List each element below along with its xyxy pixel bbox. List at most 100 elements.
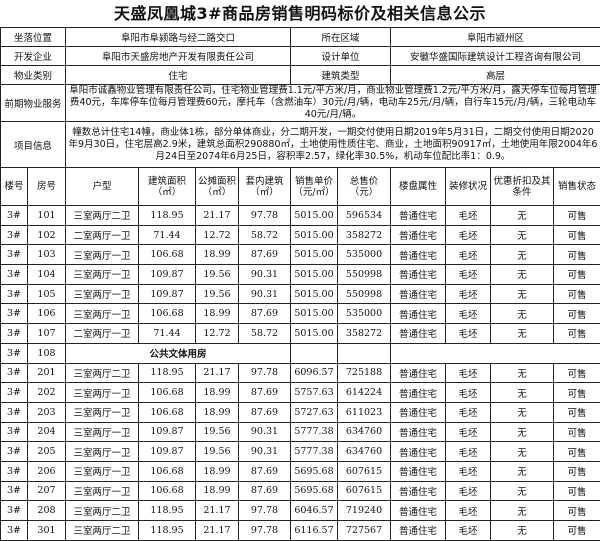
- cell-shared-area: 18.99: [195, 303, 239, 325]
- cell-shared-area: 12.72: [195, 323, 239, 344]
- cell-gross-area: 106.68: [138, 382, 196, 403]
- cell-property-attr: 普通住宅: [390, 362, 446, 384]
- cell-layout: 三室两厅一卫: [65, 303, 139, 325]
- cell-unit-price: 5015.00: [290, 303, 338, 325]
- cell-property-attr: 普通住宅: [390, 244, 446, 266]
- cell-sale-status: 可售: [553, 224, 600, 246]
- info-table: 坐落位置 阜阳市阜颍路与经二路交口 所在区域 阜阳市颍州区 开发企业 阜阳市天盛…: [0, 27, 600, 168]
- cell-total-price: 725188: [337, 362, 391, 384]
- cell-layout: 三室两厅一卫: [65, 283, 139, 305]
- cell-decoration: 毛坯: [445, 264, 491, 285]
- district-value: 阜阳市颍州区: [390, 27, 600, 47]
- cell-inner-area: 58.72: [238, 224, 291, 246]
- cell-discount: 无: [490, 441, 554, 462]
- cell-total-price: 358272: [337, 224, 391, 246]
- cell-building-no: 3#: [0, 205, 28, 226]
- table-row: 3# 101 三室两厅二卫 118.95 21.17 97.78 5015.00 596534…: [0, 205, 600, 226]
- table-row: 3# 205 三室两厅一卫 109.87 19.56 90.31 5777.38 634760…: [0, 441, 600, 462]
- table-row: 3# 103 三室两厅一卫 106.68 18.99 87.69 5015.00 535000…: [0, 244, 600, 266]
- cell-room-no: 205: [27, 441, 66, 462]
- cell-layout: 三室两厅一卫: [65, 264, 139, 285]
- cell-property-attr: 普通住宅: [390, 520, 446, 541]
- cell-discount: 无: [490, 520, 554, 541]
- cell-inner-area: 90.31: [238, 283, 291, 305]
- cell-room-no: 201: [27, 362, 66, 384]
- cell-layout: 三室两厅一卫: [65, 244, 139, 266]
- cell-decoration: 毛坯: [445, 382, 491, 403]
- developer-label: 开发企业: [0, 46, 66, 66]
- cell-building-no: 3#: [0, 323, 28, 344]
- cell-property-attr: 普通住宅: [390, 441, 446, 462]
- cell-total-price: 611023: [337, 401, 391, 423]
- column-header-inner-area: 套内建筑（㎡）: [238, 167, 291, 206]
- cell-building-no: 3#: [0, 382, 28, 403]
- cell-room-no: 101: [27, 205, 66, 226]
- cell-decoration: 毛坯: [445, 323, 491, 344]
- table-row: 3# 106 三室两厅一卫 106.68 18.99 87.69 5015.00 535000…: [0, 303, 600, 325]
- cell-room-no: 102: [27, 224, 66, 246]
- cell-shared-area: 19.56: [195, 441, 239, 462]
- cell-shared-area: 21.17: [195, 362, 239, 384]
- project-value: 幢数总计住宅14幢，商业体1栋，部分单体商业，分二期开发，一期交付使用日期201…: [65, 121, 600, 168]
- cell-inner-area: 87.69: [238, 303, 291, 325]
- cell-gross-area: 106.68: [138, 401, 196, 423]
- cell-property-attr: 普通住宅: [390, 264, 446, 285]
- cell-unit-price: 5757.63: [290, 382, 338, 403]
- cell-inner-area: 87.69: [238, 480, 291, 502]
- cell-sale-status: 可售: [553, 460, 600, 482]
- cell-unit-price: 5015.00: [290, 205, 338, 226]
- cell-layout: 三室两厅一卫: [65, 460, 139, 482]
- cell-unit-price: 5777.38: [290, 441, 338, 462]
- empty-cell: [337, 342, 391, 364]
- cell-sale-status: 可售: [553, 500, 600, 521]
- cell-building-no: 3#: [0, 500, 28, 521]
- table-row: 3# 105 三室两厅一卫 109.87 19.56 90.31 5015.00 550998…: [0, 283, 600, 305]
- column-header-decoration: 装修状况: [445, 167, 491, 206]
- cell-room-no: 105: [27, 283, 66, 305]
- cell-decoration: 毛坯: [445, 244, 491, 266]
- cell-gross-area: 118.95: [138, 520, 196, 541]
- cell-unit-price: 5727.63: [290, 401, 338, 423]
- cell-sale-status: 可售: [553, 520, 600, 541]
- cell-layout: 三室两厅一卫: [65, 421, 139, 443]
- cell-gross-area: 106.68: [138, 244, 196, 266]
- column-header-unit-price: 销售单价（元/㎡）: [290, 167, 338, 206]
- cell-gross-area: 106.68: [138, 303, 196, 325]
- cell-inner-area: 87.69: [238, 460, 291, 482]
- designer-value: 安徽华盛国际建筑设计工程咨询有限公司: [390, 46, 600, 66]
- cell-unit-price: 6096.57: [290, 362, 338, 384]
- cell-building-no: 3#: [0, 303, 28, 325]
- property-type-value: 住宅: [65, 65, 291, 85]
- cell-discount: 无: [490, 480, 554, 502]
- cell-sale-status: 可售: [553, 362, 600, 384]
- cell-property-attr: 普通住宅: [390, 323, 446, 344]
- column-header-property-attr: 楼盘属性: [390, 167, 446, 206]
- cell-layout: 三室两厅二卫: [65, 520, 139, 541]
- project-label: 项目信息: [0, 121, 66, 168]
- cell-layout: 三室两厅一卫: [65, 441, 139, 462]
- cell-inner-area: 97.78: [238, 205, 291, 226]
- cell-building-no: 3#: [0, 421, 28, 443]
- district-label: 所在区域: [290, 27, 391, 47]
- cell-discount: 无: [490, 244, 554, 266]
- cell-sale-status: 可售: [553, 480, 600, 502]
- cell-inner-area: 97.78: [238, 520, 291, 541]
- table-row: 3# 301 三室两厅二卫 118.95 21.17 97.78 6116.57 727567…: [0, 520, 600, 541]
- cell-building-no: 3#: [0, 401, 28, 423]
- cell-building-no: 3#: [0, 244, 28, 266]
- cell-gross-area: 118.95: [138, 205, 196, 226]
- cell-sale-status: 可售: [553, 303, 600, 325]
- cell-inner-area: 90.31: [238, 421, 291, 443]
- table-row: 3# 201 三室两厅二卫 118.95 21.17 97.78 6096.57 725188…: [0, 362, 600, 384]
- table-row: 3# 206 三室两厅一卫 106.68 18.99 87.69 5695.68 607615…: [0, 460, 600, 482]
- cell-building-no: 3#: [0, 342, 28, 364]
- cell-room-no: 203: [27, 401, 66, 423]
- service-label: 前期物业服务: [0, 84, 66, 122]
- cell-inner-area: 87.69: [238, 401, 291, 423]
- cell-discount: 无: [490, 401, 554, 423]
- cell-shared-area: 18.99: [195, 460, 239, 482]
- cell-building-no: 3#: [0, 264, 28, 285]
- cell-total-price: 719240: [337, 500, 391, 521]
- cell-discount: 无: [490, 460, 554, 482]
- cell-sale-status: 可售: [553, 441, 600, 462]
